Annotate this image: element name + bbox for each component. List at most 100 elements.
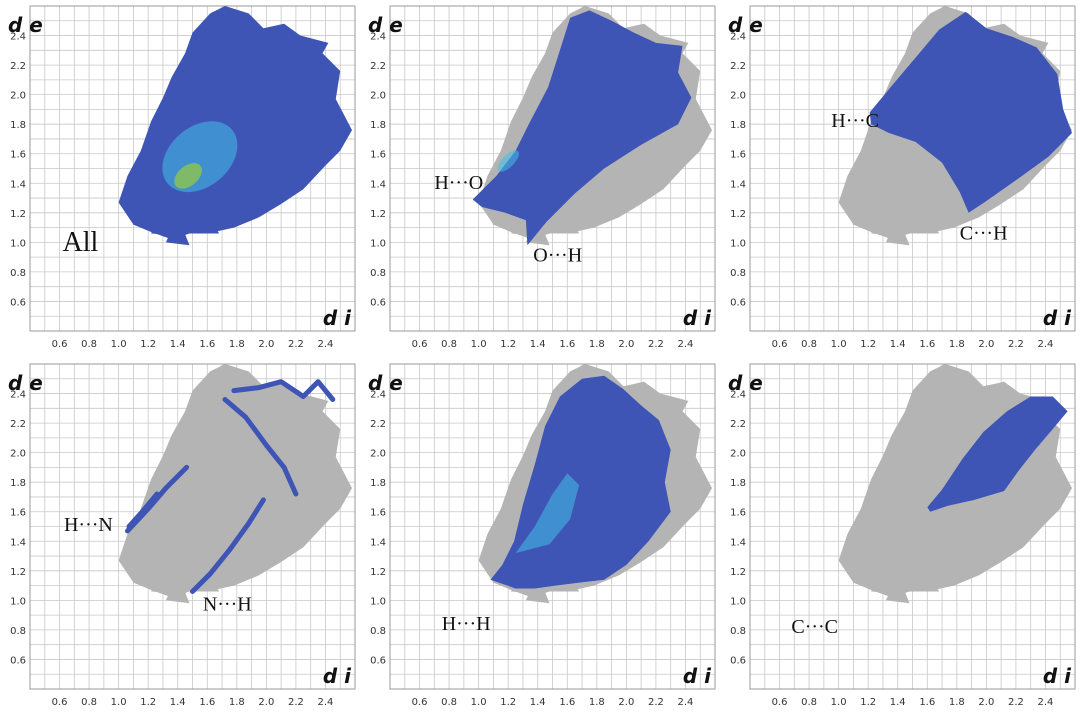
x-axis-label: d i: [323, 306, 352, 330]
y-tick-label: 0.8: [10, 626, 26, 637]
fingerprint-spike: [151, 570, 172, 593]
y-tick-label: 1.8: [370, 120, 386, 131]
y-tick-label: 0.8: [730, 268, 746, 279]
x-tick-label: 1.0: [831, 697, 847, 708]
plot-svg: 0.6 0.8 1.0 1.2 1.4 1.6 1.8 2.0 2.2 2.4 0.6 0.8 1.0 1…: [8, 363, 356, 708]
y-tick-label: 2.0: [10, 91, 26, 102]
y-tick-label: 1.0: [370, 596, 386, 607]
x-tick-label: 2.4: [1038, 339, 1054, 350]
fingerprint-contact-region: [472, 10, 692, 246]
x-axis-label: d i: [323, 664, 352, 688]
x-tick-label: 2.4: [678, 339, 694, 350]
contact-label: H···O: [434, 172, 483, 194]
x-tick-label: 2.2: [288, 339, 304, 350]
x-tick-label: 2.2: [648, 339, 664, 350]
x-tick-label: 0.8: [801, 339, 817, 350]
x-tick-label: 1.8: [589, 697, 605, 708]
x-tick-label: 1.6: [559, 339, 575, 350]
plot-frame: [389, 5, 716, 332]
y-tick-label: 0.6: [730, 655, 746, 666]
contact-label: H···N: [64, 514, 113, 536]
x-tick-label: 2.0: [618, 339, 634, 350]
x-tick-label: 2.2: [1008, 339, 1024, 350]
plot-frame: [29, 363, 356, 690]
y-tick-label: 2.4: [370, 390, 386, 401]
y-tick-label: 1.4: [370, 179, 386, 190]
y-tick-label: 1.8: [730, 120, 746, 131]
y-tick-label: 1.2: [10, 209, 26, 220]
y-tick-label: 2.4: [10, 390, 26, 401]
x-tick-label: 1.8: [589, 339, 605, 350]
fingerprint-spike: [885, 573, 910, 604]
fingerprint-plot-h-c: 0.6 0.8 1.0 1.2 1.4 1.6 1.8 2.0 2.2 2.4 0.6 0.8 1.0 1…: [720, 0, 1081, 358]
plot-svg: 0.6 0.8 1.0 1.2 1.4 1.6 1.8 2.0 2.2 2.4 0.6 0.8 1.0 1…: [8, 5, 356, 350]
fingerprint-contact-region: [126, 491, 160, 529]
y-tick-label: 1.0: [10, 596, 26, 607]
fingerprint-spike: [853, 205, 872, 228]
fingerprint-plot-all: 0.6 0.8 1.0 1.2 1.4 1.6 1.8 2.0 2.2 2.4 0.6 0.8 1.0 1…: [0, 0, 360, 358]
fingerprint-spike: [198, 212, 220, 234]
y-tick-label: 0.6: [10, 655, 26, 666]
x-tick-label: 2.0: [978, 339, 994, 350]
y-tick-label: 2.2: [10, 61, 26, 72]
y-tick-label: 1.4: [10, 179, 26, 190]
y-tick-label: 1.6: [370, 508, 386, 519]
x-tick-label: 0.6: [772, 697, 788, 708]
y-tick-label: 2.4: [730, 32, 746, 43]
x-tick-label: 0.6: [52, 339, 68, 350]
y-tick-label: 1.4: [10, 537, 26, 548]
fingerprint-full-region: [118, 364, 352, 598]
density-high: [515, 473, 580, 554]
plot-frame: [29, 5, 356, 332]
x-tick-label: 1.2: [860, 697, 876, 708]
x-tick-label: 0.8: [441, 697, 457, 708]
x-tick-label: 0.6: [412, 339, 428, 350]
y-tick-label: 1.6: [730, 150, 746, 161]
y-axis-label: d e: [728, 13, 763, 37]
x-tick-label: 2.4: [318, 697, 334, 708]
y-tick-label: 2.0: [730, 449, 746, 460]
plot-frame: [749, 363, 1076, 690]
fingerprint-spike: [165, 215, 190, 246]
fingerprint-spike: [558, 212, 580, 234]
fingerprint-spike: [918, 570, 940, 592]
x-tick-label: 1.2: [140, 697, 156, 708]
fingerprint-spike: [871, 570, 892, 593]
y-tick-label: 0.6: [10, 297, 26, 308]
fingerprint-spike: [493, 205, 512, 228]
y-axis-label: d e: [368, 371, 403, 395]
y-tick-label: 1.8: [10, 120, 26, 131]
y-tick-label: 0.6: [370, 297, 386, 308]
y-tick-label: 1.4: [730, 179, 746, 190]
plot-svg: 0.6 0.8 1.0 1.2 1.4 1.6 1.8 2.0 2.2 2.4 0.6 0.8 1.0 1…: [728, 363, 1076, 708]
y-tick-label: 0.8: [370, 626, 386, 637]
y-tick-label: 1.0: [10, 238, 26, 249]
x-tick-label: 1.8: [229, 339, 245, 350]
y-tick-label: 0.6: [370, 655, 386, 666]
x-tick-label: 2.4: [678, 697, 694, 708]
x-tick-label: 1.0: [831, 339, 847, 350]
fingerprint-plot-c-c: 0.6 0.8 1.0 1.2 1.4 1.6 1.8 2.0 2.2 2.4 0.6 0.8 1.0 1…: [720, 358, 1081, 716]
x-tick-label: 1.2: [500, 339, 516, 350]
y-tick-label: 1.0: [370, 238, 386, 249]
x-tick-label: 1.2: [860, 339, 876, 350]
contact-label: N···H: [203, 594, 252, 616]
x-tick-label: 1.4: [890, 339, 906, 350]
contact-label: H···C: [831, 110, 879, 132]
y-tick-label: 1.6: [10, 508, 26, 519]
x-tick-label: 0.8: [441, 339, 457, 350]
y-tick-label: 1.2: [730, 209, 746, 220]
x-tick-label: 1.4: [530, 339, 546, 350]
plot-svg: 0.6 0.8 1.0 1.2 1.4 1.6 1.8 2.0 2.2 2.4 0.6 0.8 1.0 1…: [728, 5, 1076, 350]
x-tick-label: 2.2: [288, 697, 304, 708]
y-tick-label: 0.8: [370, 268, 386, 279]
x-tick-label: 2.0: [258, 339, 274, 350]
y-tick-label: 1.6: [730, 508, 746, 519]
y-tick-label: 1.8: [10, 478, 26, 489]
fingerprint-contact-region: [869, 11, 1072, 213]
fingerprint-plot-h-h: 0.6 0.8 1.0 1.2 1.4 1.6 1.8 2.0 2.2 2.4 0.6 0.8 1.0 1…: [360, 358, 720, 716]
y-tick-label: 2.0: [10, 449, 26, 460]
x-tick-label: 1.2: [140, 339, 156, 350]
x-tick-label: 2.0: [618, 697, 634, 708]
fingerprint-spike: [133, 205, 152, 228]
